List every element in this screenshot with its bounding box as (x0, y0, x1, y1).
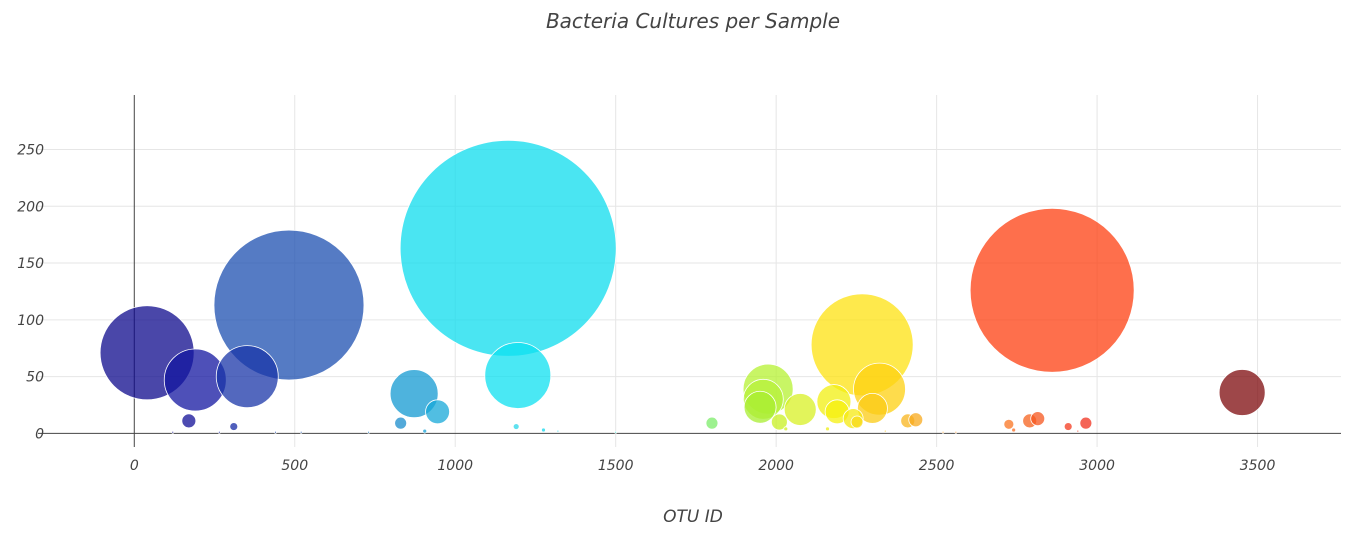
bubbles (99, 139, 1266, 434)
bubble-point[interactable] (215, 345, 279, 409)
y-tick-label: 50 (26, 370, 44, 386)
bubble-point[interactable] (850, 415, 864, 429)
bubble-point[interactable] (541, 427, 546, 433)
bubble-point[interactable] (399, 139, 617, 357)
y-tick-label: 150 (17, 256, 44, 272)
x-tick-label: 2000 (758, 458, 794, 474)
y-tick-label: 0 (35, 426, 44, 442)
bubble-point[interactable] (1003, 418, 1015, 430)
bubble-point[interactable] (1076, 429, 1080, 433)
y-tick-label: 100 (17, 313, 44, 329)
tick-labels: 0 500 1000 1500 2000 2500 3000 3500 0 50 100 150 200… (17, 143, 1275, 474)
bubble-point[interactable] (783, 426, 789, 432)
x-tick-label: 3500 (1240, 458, 1276, 474)
bubble-point[interactable] (217, 430, 221, 434)
bubble-point[interactable] (512, 423, 520, 430)
bubble-point[interactable] (857, 392, 888, 424)
x-tick-label: 500 (281, 458, 308, 474)
x-tick-label: 1000 (437, 458, 473, 474)
bubble-point[interactable] (969, 207, 1135, 373)
bubble-point[interactable] (389, 369, 439, 419)
bubble-point[interactable] (274, 430, 277, 434)
bubble-point[interactable] (908, 412, 924, 428)
bubble-point[interactable] (425, 399, 450, 425)
bubble-point[interactable] (181, 413, 197, 429)
y-tick-label: 200 (17, 199, 44, 215)
bubble-point[interactable] (1011, 427, 1017, 433)
x-tick-label: 1500 (598, 458, 634, 474)
bubble-point[interactable] (783, 393, 817, 426)
bubble-point[interactable] (299, 430, 303, 434)
bubble-point[interactable] (556, 429, 560, 433)
bubble-point[interactable] (171, 430, 175, 434)
bubble-point[interactable] (213, 229, 365, 381)
bubble-point[interactable] (770, 413, 788, 431)
bubble-point[interactable] (825, 426, 830, 432)
x-tick-label: 0 (130, 458, 139, 474)
bubble-point[interactable] (1218, 369, 1266, 416)
bubble-point[interactable] (394, 416, 408, 430)
bubble-point[interactable] (1079, 416, 1093, 430)
bubble-point[interactable] (705, 416, 719, 430)
bubble-point[interactable] (614, 430, 618, 434)
x-axis-title: OTU ID (663, 507, 723, 527)
chart-title: Bacteria Cultures per Sample (546, 9, 840, 33)
bubble-point[interactable] (743, 390, 777, 424)
bubble-point[interactable] (367, 430, 370, 434)
bubble-point[interactable] (1030, 411, 1046, 427)
bubble-point[interactable] (941, 430, 945, 434)
bubble-point[interactable] (883, 429, 887, 433)
y-tick-label: 250 (17, 143, 44, 159)
bubble-point[interactable] (422, 428, 428, 434)
bubble-point[interactable] (484, 342, 552, 409)
x-tick-label: 3000 (1079, 458, 1115, 474)
bubble-point[interactable] (954, 430, 958, 434)
x-tick-label: 2500 (919, 458, 955, 474)
bubble-point[interactable] (1063, 422, 1073, 431)
bubble-point[interactable] (229, 422, 239, 431)
